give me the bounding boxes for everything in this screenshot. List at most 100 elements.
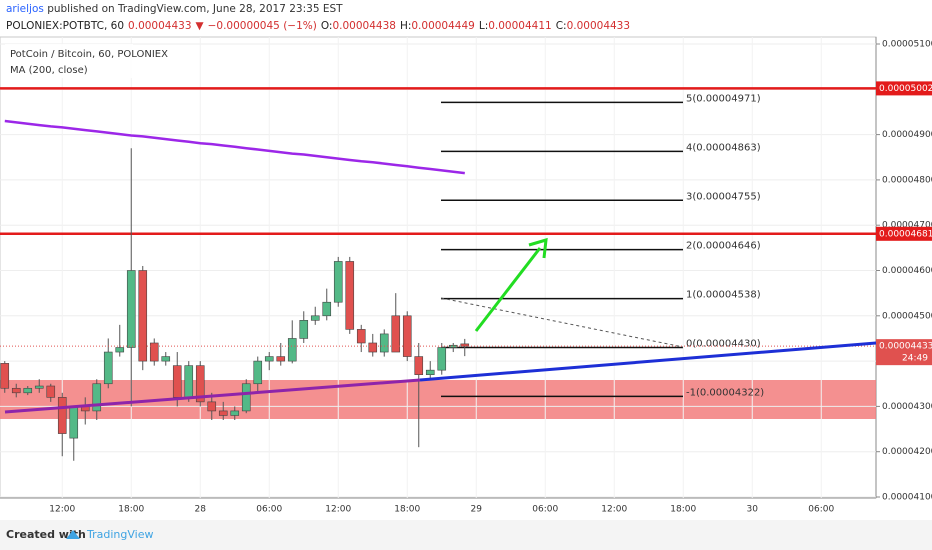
x-tick-label: 06:00 bbox=[532, 505, 558, 515]
candle-body bbox=[218, 410, 228, 416]
fib-label: 5(0.00004971) bbox=[686, 93, 761, 104]
x-tick-label: 18:00 bbox=[394, 505, 420, 515]
x-tick-label: 28 bbox=[195, 505, 207, 515]
quote-part: L: bbox=[479, 20, 488, 32]
support-zone bbox=[0, 380, 876, 419]
countdown: 24:49 bbox=[902, 354, 928, 364]
candle-body bbox=[161, 356, 171, 362]
arrow-head bbox=[528, 237, 548, 259]
y-tick-label: 0.00004200 bbox=[882, 447, 932, 457]
plot-layer: 0.000041000.000042000.000043000.00004400… bbox=[0, 37, 932, 515]
candle-body bbox=[138, 270, 148, 362]
candle-body bbox=[126, 270, 136, 348]
candle-body bbox=[230, 410, 240, 416]
last-price-label: 0.00004433 bbox=[879, 342, 932, 352]
candle-body bbox=[34, 385, 44, 389]
ma-line bbox=[4, 119, 465, 175]
candle-body bbox=[46, 385, 56, 398]
candle-body bbox=[264, 356, 274, 362]
x-tick-label: 18:00 bbox=[118, 505, 144, 515]
candle-body bbox=[207, 401, 217, 412]
brand-logo bbox=[66, 530, 80, 539]
fib-label: 1(0.00004538) bbox=[686, 290, 761, 301]
dashed-projection bbox=[440, 297, 684, 348]
candle-body bbox=[115, 347, 125, 353]
quote-part: O: bbox=[321, 20, 333, 32]
candle-body bbox=[11, 387, 21, 394]
candle-body bbox=[0, 363, 10, 389]
footer-bar bbox=[0, 520, 932, 550]
x-tick-label: 06:00 bbox=[808, 505, 834, 515]
quote-part: H: bbox=[400, 20, 411, 32]
candle-body bbox=[149, 342, 159, 362]
candle-body bbox=[310, 315, 320, 321]
price-badge-label: 0.00005002 bbox=[879, 84, 932, 94]
quote-line: POLONIEX:POTBTC, 60 0.00004433 ▼ −0.0000004… bbox=[6, 20, 630, 32]
candle-body bbox=[92, 383, 102, 412]
candle-body bbox=[402, 315, 412, 357]
candle-body bbox=[172, 365, 182, 398]
candle-body bbox=[57, 397, 67, 434]
y-tick-label: 0.00004300 bbox=[882, 402, 932, 412]
y-tick-label: 0.00004600 bbox=[882, 266, 932, 276]
candle-body bbox=[391, 315, 401, 353]
y-tick-label: 0.00005100 bbox=[882, 40, 932, 50]
footer-brand[interactable]: TradingView bbox=[86, 528, 153, 541]
last-price-badge bbox=[876, 339, 932, 366]
quote-part: 0.00004438 bbox=[332, 20, 395, 32]
quote-part: 0.00004433 bbox=[567, 20, 630, 32]
y-tick-label: 0.00004800 bbox=[882, 175, 932, 185]
candle-body bbox=[23, 387, 33, 394]
candle-body bbox=[195, 365, 205, 403]
chart-title: PotCoin / Bitcoin, 60, POLONIEX bbox=[10, 49, 168, 60]
quote-part: 0.00004411 bbox=[488, 20, 551, 32]
quote-part: C: bbox=[556, 20, 567, 32]
purple-trendline bbox=[4, 378, 421, 414]
author[interactable]: arieljos bbox=[6, 3, 44, 15]
candle-body bbox=[460, 343, 470, 347]
candle-body bbox=[241, 383, 251, 412]
x-tick-label: 29 bbox=[471, 505, 483, 515]
candle-body bbox=[184, 365, 194, 398]
candle-body bbox=[287, 338, 297, 362]
legend-box bbox=[5, 44, 133, 78]
y-tick-label: 0.00004900 bbox=[882, 130, 932, 140]
candle-body bbox=[322, 301, 332, 317]
candle-body bbox=[345, 261, 355, 330]
fib-label: 0(0.00004430) bbox=[686, 339, 761, 350]
candle-body bbox=[103, 351, 113, 385]
fib-label: 2(0.00004646) bbox=[686, 241, 761, 252]
x-tick-label: 30 bbox=[747, 505, 759, 515]
quote-part: POLONIEX:POTBTC, 60 bbox=[6, 20, 124, 32]
ma-legend: MA (200, close) bbox=[10, 65, 88, 76]
y-tick-label: 0.00004500 bbox=[882, 311, 932, 321]
candle-body bbox=[69, 406, 79, 439]
candle-body bbox=[414, 356, 424, 375]
fib-label: 4(0.00004863) bbox=[686, 142, 761, 153]
x-tick-label: 12:00 bbox=[49, 505, 75, 515]
candle-body bbox=[299, 320, 309, 339]
price-badge bbox=[876, 226, 932, 241]
candle-body bbox=[253, 360, 263, 385]
candle-body bbox=[356, 329, 366, 344]
x-tick-label: 06:00 bbox=[256, 505, 282, 515]
published: published on TradingView.com, June 28, 2… bbox=[44, 3, 343, 15]
x-tick-label: 12:00 bbox=[601, 505, 627, 515]
footer-created: Created with bbox=[6, 528, 86, 541]
candle-body bbox=[425, 369, 435, 375]
x-tick-label: 18:00 bbox=[670, 505, 696, 515]
candle-body bbox=[379, 333, 389, 353]
fib-label: -1(0.00004322) bbox=[686, 387, 764, 398]
x-tick-label: 12:00 bbox=[325, 505, 351, 515]
price-badge-label: 0.00004681 bbox=[879, 229, 932, 239]
blue-trendline bbox=[419, 341, 877, 382]
fib-label: 3(0.00004755) bbox=[686, 191, 761, 202]
candle-body bbox=[276, 356, 286, 362]
quote-part: ▼ bbox=[196, 20, 205, 32]
quote-part: 0.00004449 bbox=[411, 20, 474, 32]
price-badge bbox=[876, 81, 932, 96]
candle-body bbox=[437, 347, 447, 371]
